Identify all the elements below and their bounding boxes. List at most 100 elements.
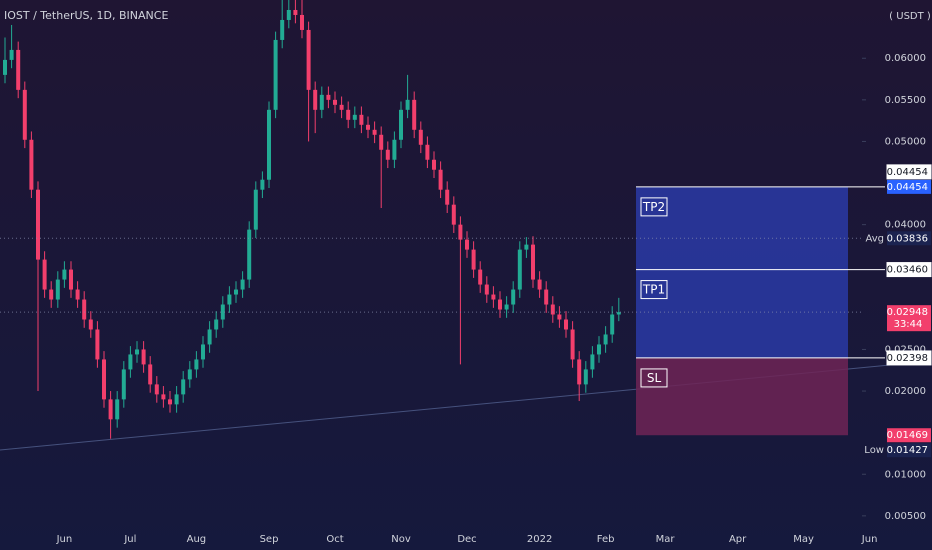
candle-body — [227, 294, 232, 305]
candle-body — [62, 269, 67, 280]
candle-body — [346, 109, 351, 120]
y-tick-label: 0.00500 — [885, 511, 926, 522]
x-tick-label: May — [793, 534, 814, 545]
y-tick-label: 0.05500 — [885, 95, 926, 106]
candle-body — [286, 9, 291, 20]
x-tick-label: Sep — [260, 534, 279, 545]
axis-marker-name: Avg — [865, 233, 884, 244]
candle-body — [577, 359, 582, 385]
candle-body — [293, 9, 298, 15]
candle-body — [29, 139, 34, 190]
candle-body — [564, 319, 568, 330]
candle-body — [214, 319, 219, 330]
candle-body — [432, 159, 436, 170]
candle-body — [181, 379, 186, 395]
x-tick-label: Aug — [187, 534, 207, 545]
candle-body — [154, 384, 159, 395]
candle-body — [207, 329, 212, 345]
y-tick-label: 0.02000 — [885, 386, 926, 397]
candle-body — [590, 354, 595, 370]
candle-body — [121, 369, 126, 400]
candle-body — [135, 349, 139, 355]
candle-body — [451, 204, 456, 225]
axis-marker — [887, 179, 931, 194]
candle-body — [392, 139, 397, 160]
candle-body — [128, 354, 133, 370]
axis-marker-label: 0.01427 — [887, 445, 928, 456]
x-tick-label: Mar — [656, 534, 676, 545]
candle-body — [405, 99, 410, 110]
candle-body — [300, 14, 304, 30]
candle-body — [187, 369, 192, 380]
candle-body — [141, 349, 146, 365]
candle-body — [22, 89, 27, 140]
candle-body — [531, 244, 535, 280]
candle-body — [82, 299, 87, 320]
axis-marker-label: 0.03836 — [887, 233, 928, 244]
candle-body — [168, 399, 172, 405]
axis-marker-label: 0.01469 — [887, 430, 928, 441]
candle-body — [385, 149, 390, 160]
candle-body — [425, 144, 430, 160]
x-tick-label: Dec — [457, 534, 476, 545]
y-tick-label: 0.06000 — [885, 53, 926, 64]
candle-body — [88, 319, 93, 330]
candle-body — [234, 289, 238, 295]
zone-label: TP2 — [642, 200, 665, 214]
candle-body — [319, 94, 324, 110]
candle-body — [49, 289, 54, 300]
candle-body — [517, 249, 522, 290]
x-tick-label: Jul — [123, 534, 136, 545]
currency-label: ( USDT ) — [889, 11, 931, 22]
axes: 0.06000 0.05500 0.05000 0.04000 0.02500 0.020… — [0, 53, 932, 545]
candle-body — [484, 284, 489, 295]
zone — [636, 357, 848, 436]
candle-body — [240, 279, 245, 290]
candle-body — [603, 334, 608, 345]
axis-marker — [886, 350, 932, 366]
candle-body — [201, 344, 205, 360]
axis-marker-label: 0.04454 — [887, 167, 928, 178]
candle-body — [339, 104, 344, 110]
chart-title: IOST / TetherUS, 1D, BINANCE — [4, 9, 168, 22]
candle-body — [247, 229, 252, 280]
candle-body — [418, 129, 423, 145]
candle-body — [616, 312, 621, 315]
axis-marker — [887, 231, 931, 246]
position-zones: TP2 TP1 SL — [636, 186, 885, 436]
x-tick-label: Jun — [861, 534, 878, 545]
candle-body — [504, 304, 509, 310]
candle-body — [491, 294, 496, 300]
candle-body — [583, 369, 588, 385]
candle-body — [253, 189, 258, 230]
zone-label: SL — [647, 371, 662, 385]
candle-body — [544, 289, 549, 305]
candle-body — [326, 94, 331, 100]
candle-body — [260, 179, 265, 190]
candle-body — [280, 19, 285, 40]
candle-body — [161, 394, 166, 400]
axis-marker — [887, 428, 931, 443]
axis-marker-label: 0.02398 — [887, 353, 928, 364]
candle-body — [95, 329, 100, 360]
candle-body — [220, 304, 225, 320]
candle-body — [115, 399, 120, 420]
candle-body — [148, 364, 153, 385]
x-tick-label: Nov — [391, 534, 411, 545]
axis-marker — [887, 443, 931, 458]
candle-body — [412, 99, 417, 130]
x-tick-label: Apr — [729, 534, 747, 545]
candle-body — [55, 279, 60, 300]
candle-body — [458, 224, 463, 240]
candle-body — [174, 394, 179, 405]
axis-marker-name: Low — [864, 445, 884, 456]
candle-body — [9, 49, 14, 60]
candle-body — [194, 359, 199, 370]
candle-body — [511, 289, 516, 305]
candle-body — [359, 114, 364, 125]
zone — [636, 269, 848, 358]
axis-marker — [886, 262, 932, 278]
candle-body — [108, 399, 113, 420]
candle-body — [102, 359, 106, 400]
